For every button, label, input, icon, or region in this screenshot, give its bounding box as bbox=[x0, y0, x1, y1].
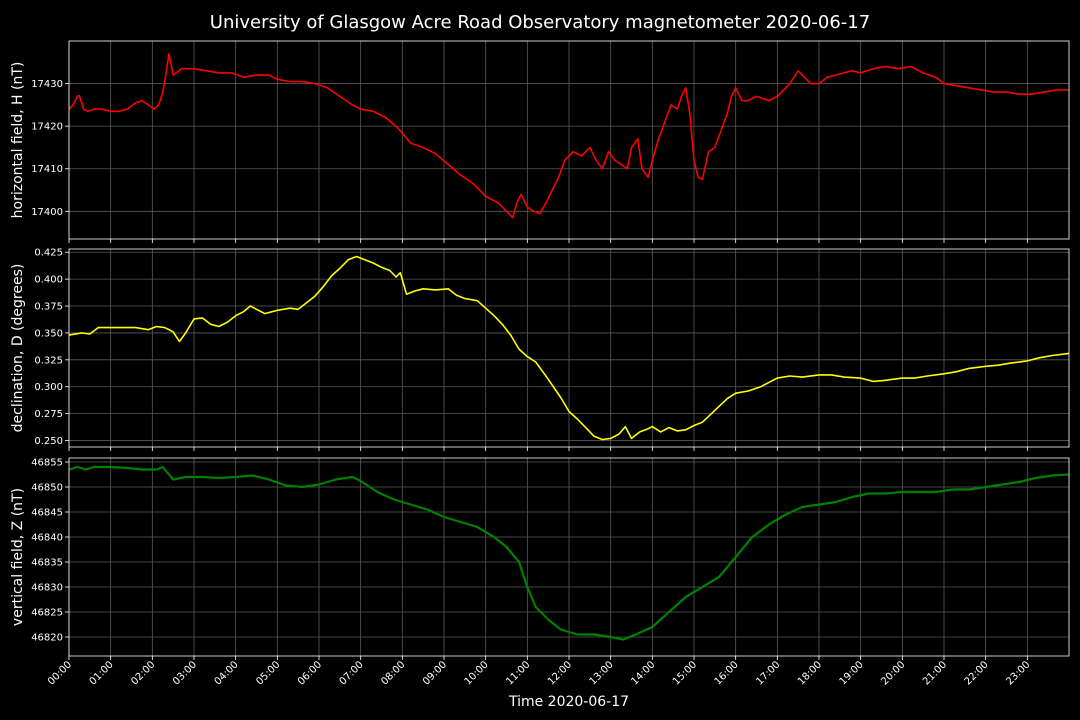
y-tick-label: 17430 bbox=[31, 79, 63, 90]
y-tick-label: 46850 bbox=[31, 483, 63, 494]
y-tick-label: 46825 bbox=[31, 608, 63, 619]
y-tick-label: 46835 bbox=[31, 558, 63, 569]
x-tick-label: 07:00 bbox=[338, 659, 366, 687]
y-tick-label: 46845 bbox=[31, 508, 63, 519]
x-tick-label: 11:00 bbox=[504, 659, 532, 687]
y-tick-label: 46820 bbox=[31, 633, 63, 644]
series-line bbox=[68, 52, 1069, 219]
x-tick-label: 02:00 bbox=[129, 659, 157, 687]
x-axis-label: Time 2020-06-17 bbox=[508, 694, 629, 710]
x-tick-label: 03:00 bbox=[171, 659, 199, 687]
y-tick-label: 0.300 bbox=[34, 382, 63, 393]
y-tick-label: 17400 bbox=[31, 207, 63, 218]
x-tick-label: 19:00 bbox=[838, 659, 866, 687]
y-axis-label: declination, D (degrees) bbox=[10, 264, 26, 433]
y-tick-label: 17410 bbox=[31, 164, 63, 175]
panel-3: 46820 46825 46830 46835 46840 46845 46850 46855… bbox=[10, 457, 1070, 688]
x-tick-label: 16:00 bbox=[713, 659, 741, 687]
x-tick-label: 01:00 bbox=[88, 659, 116, 687]
plot-frame bbox=[68, 40, 1070, 240]
plot-frame bbox=[68, 457, 1070, 657]
x-tick-label: 04:00 bbox=[213, 659, 241, 687]
x-tick-label: 09:00 bbox=[421, 659, 449, 687]
panel-1: 17400 17410 17420 17430 horizontal field, H … bbox=[10, 40, 1070, 243]
x-tick-label: 22:00 bbox=[963, 659, 991, 687]
x-tick-label: 21:00 bbox=[921, 659, 949, 687]
y-tick-label: 0.425 bbox=[34, 248, 63, 259]
y-tick-label: 17420 bbox=[31, 122, 63, 133]
x-tick-label: 06:00 bbox=[296, 659, 324, 687]
x-tick-label: 23:00 bbox=[1004, 659, 1032, 687]
y-tick-label: 0.350 bbox=[34, 328, 63, 339]
x-tick-label: 20:00 bbox=[879, 659, 907, 687]
series-line bbox=[68, 465, 1070, 641]
y-tick-label: 0.325 bbox=[34, 355, 63, 366]
y-tick-label: 0.375 bbox=[34, 302, 63, 313]
y-tick-label: 0.400 bbox=[34, 275, 63, 286]
panel-2: 0.250 0.275 0.300 0.325 0.350 0.375 0.400 0.425… bbox=[10, 248, 1070, 451]
x-tick-label: 14:00 bbox=[629, 659, 657, 687]
x-tick-label: 12:00 bbox=[546, 659, 574, 687]
y-tick-label: 46855 bbox=[31, 458, 63, 469]
y-tick-label: 46830 bbox=[31, 583, 63, 594]
x-tick-label: 15:00 bbox=[671, 659, 699, 687]
plot-frame bbox=[68, 248, 1070, 448]
chart-panels: 17400 17410 17420 17430 horizontal field, H … bbox=[10, 40, 1070, 688]
series-line bbox=[68, 255, 1070, 441]
y-axis-label: vertical field, Z (nT) bbox=[10, 488, 26, 626]
x-tick-label: 08:00 bbox=[379, 659, 407, 687]
x-tick-label: 05:00 bbox=[254, 659, 282, 687]
x-tick-label: 00:00 bbox=[46, 659, 74, 687]
chart-title: University of Glasgow Acre Road Observat… bbox=[210, 12, 870, 33]
y-axis-label: horizontal field, H (nT) bbox=[10, 62, 26, 219]
x-tick-label: 17:00 bbox=[754, 659, 782, 687]
x-tick-label: 13:00 bbox=[588, 659, 616, 687]
x-tick-label: 10:00 bbox=[463, 659, 491, 687]
x-tick-label: 18:00 bbox=[796, 659, 824, 687]
y-tick-label: 0.250 bbox=[34, 436, 63, 447]
y-tick-label: 46840 bbox=[31, 533, 63, 544]
y-tick-label: 0.275 bbox=[34, 409, 63, 420]
